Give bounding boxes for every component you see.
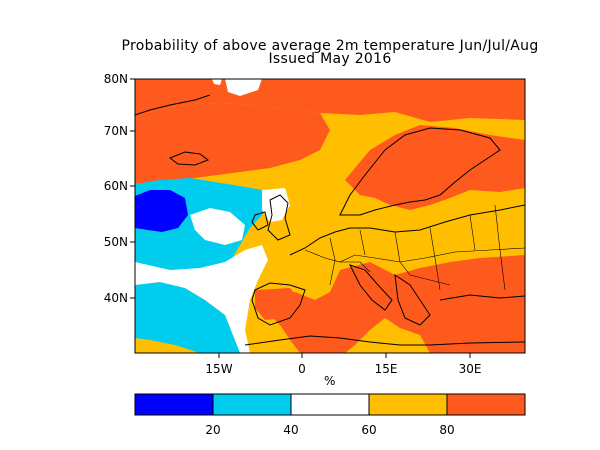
field-white-uk (262, 188, 290, 222)
country-borders (304, 204, 525, 291)
axis-ticks (130, 78, 471, 358)
coastlines (135, 94, 525, 346)
field-red-south (270, 255, 525, 353)
colorbar-tick-40: 40 (283, 423, 299, 437)
colorbar-tick-60: 60 (361, 423, 377, 437)
map-area (135, 79, 525, 353)
map-subtitle: Issued May 2016 (268, 51, 392, 67)
lon-label-0: 0 (298, 362, 306, 376)
colorbar-bin-80-100 (447, 394, 525, 415)
colorbar-tick-20: 20 (205, 423, 221, 437)
lat-label-50n: 50N (103, 235, 128, 249)
lat-label-80n: 80N (103, 72, 128, 86)
field-blue-core (135, 190, 188, 232)
field-red-iberia (255, 288, 300, 320)
field-white-south (135, 245, 268, 353)
field-white-mid (190, 208, 245, 245)
lat-label-70n: 70N (103, 124, 128, 138)
field-red-north-lower (135, 103, 330, 184)
lat-label-40n: 40N (103, 291, 128, 305)
lat-label-60n: 60N (103, 179, 128, 193)
lon-label-15w: 15W (205, 362, 233, 376)
colorbar-tick-80: 80 (439, 423, 455, 437)
field-white-top (225, 79, 262, 96)
lon-label-15e: 15E (374, 362, 398, 376)
map-title: Probability of above average 2m temperat… (121, 38, 539, 54)
field-white-top-small (212, 79, 222, 85)
unit-label: % (324, 374, 336, 388)
colorbar-bin-40-60 (291, 394, 369, 415)
map-frame (134, 78, 526, 354)
colorbar-bin-60-80 (369, 394, 447, 415)
field-cyan-south (135, 282, 245, 353)
colorbar (134, 393, 526, 416)
lon-label-30e: 30E (458, 362, 482, 376)
colorbar-bin-20-40 (213, 394, 291, 415)
colorbar-bin-0-20 (135, 394, 213, 415)
colorbar-frame (134, 393, 526, 416)
